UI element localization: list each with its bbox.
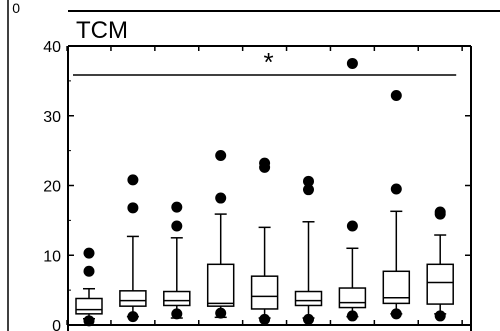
outlier-point [346,57,358,69]
outlier-point [83,247,95,259]
outlier-point [259,161,271,173]
outlier-point [171,201,183,213]
outlier-point [346,310,358,322]
y-axis-ticks: 0 10 20 30 40 [43,39,471,331]
outlier-point [171,220,183,232]
outlier-point [127,174,139,186]
iqr-box [382,270,411,305]
iqr-box [294,290,323,307]
outlier-point [215,192,227,204]
box-group [119,174,147,323]
y-tick-label: 20 [43,179,61,196]
y-tick-label: 0 [52,318,61,331]
chart-title: TCM [76,17,128,44]
significance-star: * [264,47,274,77]
box-group [163,201,191,320]
iqr-box [75,297,103,315]
iqr-box [426,263,454,305]
outlier-point [259,313,271,325]
y-tick-label: 10 [43,248,61,265]
box-group [250,157,279,325]
outlier-point [303,175,314,187]
outlier-point [390,90,402,102]
iqr-box [250,275,279,310]
axes [67,45,472,331]
y-tick-label: 30 [43,109,61,126]
iqr-box [163,290,191,307]
outlier-point [303,184,314,196]
outlier-point [171,308,183,320]
x-axis-ticks [66,46,463,325]
outlier-point [215,150,227,162]
boxes [75,57,454,327]
box-group [75,247,103,327]
box-group [206,150,235,319]
outlier-point [127,202,139,214]
box-group [294,175,323,325]
outlier-point [346,220,358,232]
outlier-point [390,308,402,320]
box-group [338,57,367,322]
outlier-point [83,265,95,277]
significance-annotation: * [73,47,457,77]
outlier-point [390,183,402,195]
iqr-box [338,287,367,309]
y-tick-label: 40 [43,39,61,56]
outlier-point [127,311,139,323]
box-group [382,90,411,320]
outlier-point [215,307,227,319]
outlier-point [303,313,314,325]
iqr-box [206,263,235,307]
outlier-point [83,315,95,327]
box-group [426,206,454,322]
outlier-point [434,208,446,220]
upper-panel-tick-label: 0 [12,0,20,16]
iqr-box [119,290,147,307]
outlier-point [434,310,446,322]
